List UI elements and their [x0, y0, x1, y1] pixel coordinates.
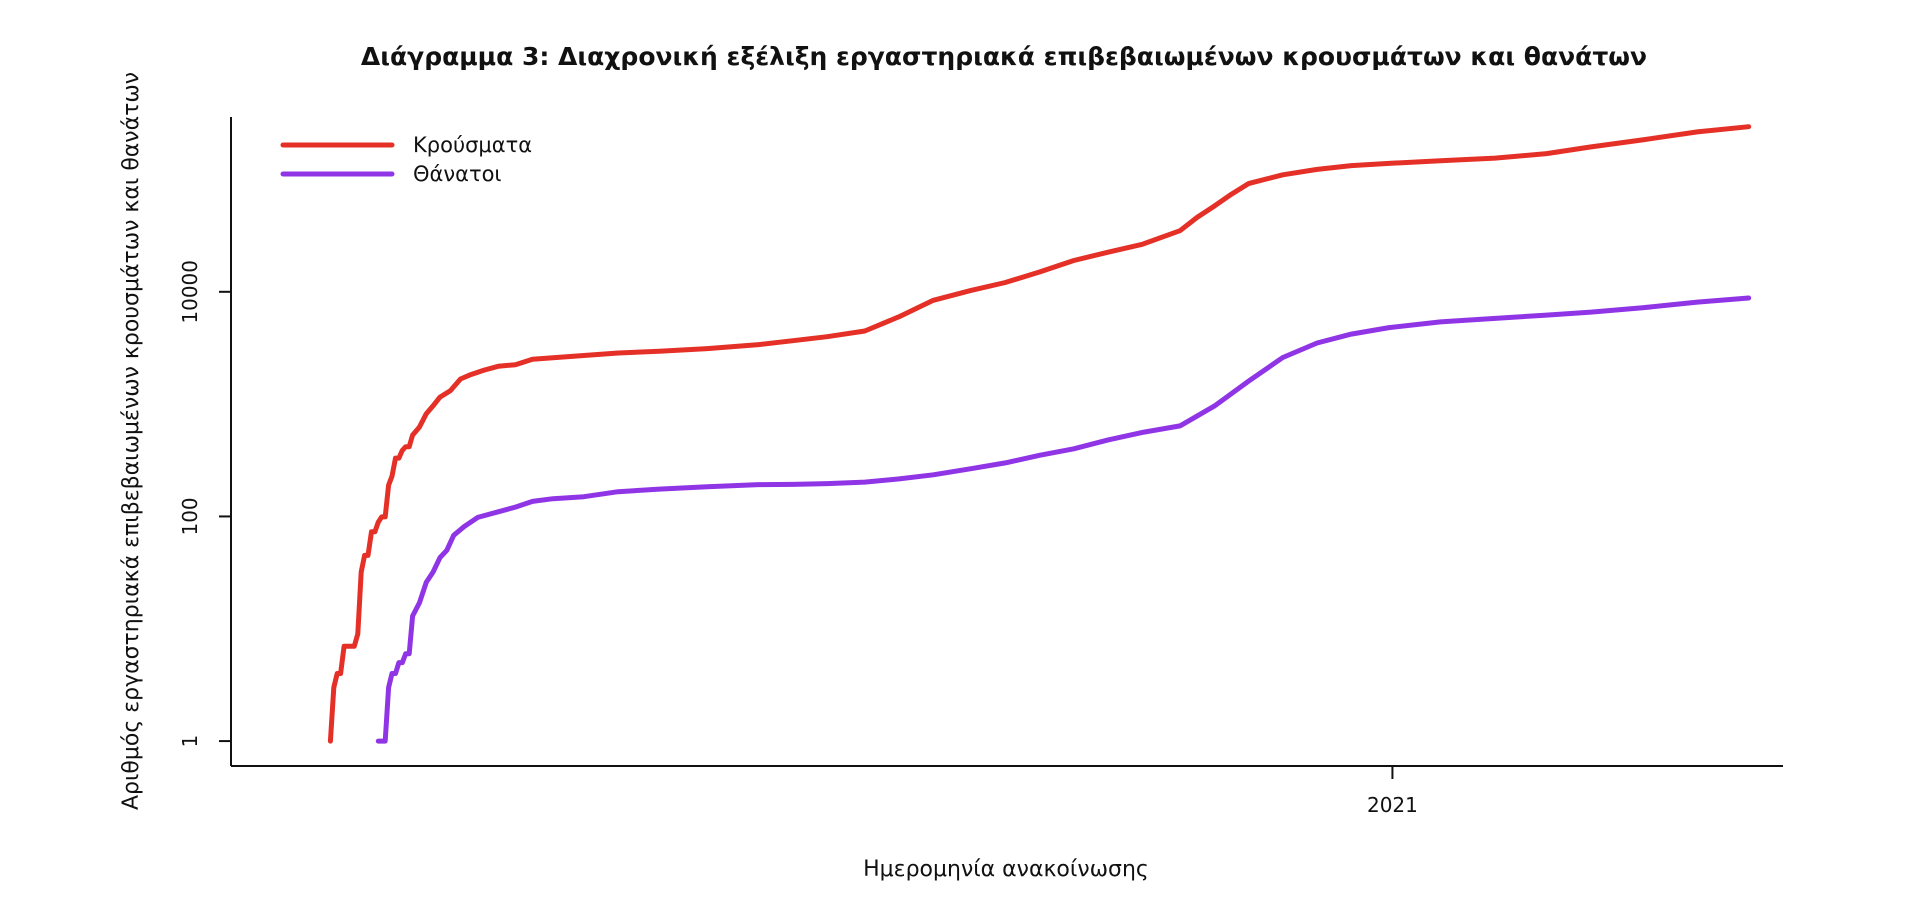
y-axis-label: Αριθμός εργαστηριακά επιβεβαιωμένων κρου… [119, 72, 144, 810]
series-line-cases [327, 124, 1752, 744]
series-line-deaths [375, 295, 1752, 744]
legend-label-cases: Κρούσματα [413, 133, 532, 157]
chart-title: Διάγραμμα 3: Διαχρονική εξέλιξη εργαστηρ… [361, 42, 1647, 71]
x-tick-label-0: 2021 [1367, 793, 1418, 817]
legend-label-deaths: Θάνατοι [413, 162, 502, 186]
y-tick-label-1: 100 [178, 497, 202, 535]
y-tick-label-2: 10000 [178, 260, 202, 324]
legend: Κρούσματα Θάνατοι [280, 133, 532, 186]
x-axis-label: Ημερομηνία ανακοίνωσης [863, 857, 1149, 882]
y-tick-label-0: 1 [178, 735, 202, 748]
x-ticks: 2021 [1367, 766, 1418, 817]
series-layer [327, 124, 1752, 744]
y-ticks: 1 100 10000 [178, 260, 231, 747]
